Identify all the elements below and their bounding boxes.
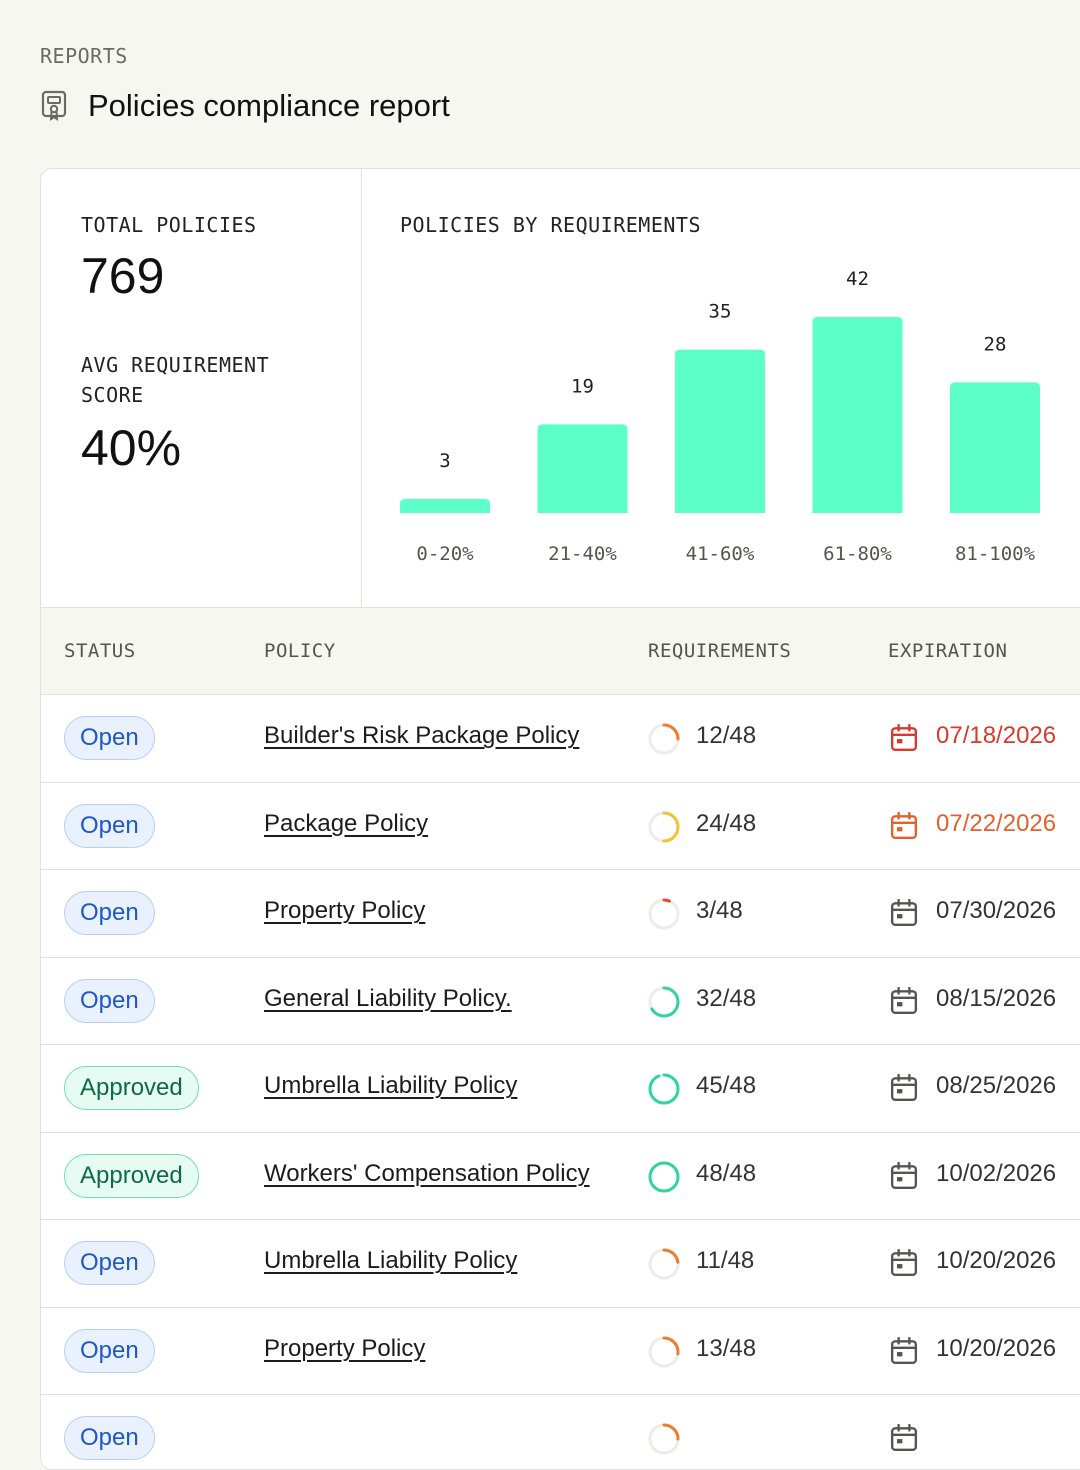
requirements-progress-icon [648,811,680,842]
avg-score-label: AVG REQUIREMENT SCORE [81,353,270,407]
chart-data-label-4: 42 [846,268,869,290]
requirements-progress-icon [648,1073,680,1105]
policy-link[interactable]: Workers' Compensation Policy [264,1159,590,1187]
policy-link[interactable]: Umbrella Liability Policy [264,1072,518,1100]
total-policies-value: 769 [81,248,165,304]
chart-data-label-2: 19 [571,375,594,397]
policies-table: STATUS POLICY REQUIREMENTS EXPIRATION Op… [41,607,1080,1469]
requirements-chart: POLICIES BY REQUIREMENTS 3 0-20% 19 21-40% 3… [362,169,1080,607]
expiration-date: 08/15/2026 [936,984,1057,1012]
requirements-count: 24/48 [696,809,757,837]
status-badge: Open [64,891,155,935]
chart-tick-label-5: 81-100% [955,543,1036,565]
table-row[interactable]: Open [41,1395,1080,1469]
status-badge: Open [64,978,155,1023]
policy-link[interactable]: General Liability Policy. [264,984,512,1012]
expiration-date: 07/22/2026 [936,809,1057,837]
table-row[interactable]: Open Property Policy 13/48 10/20/2026 [41,1307,1080,1395]
total-policies-label: TOTAL POLICIES [81,213,257,237]
stats-panel: TOTAL POLICIES 769 AVG REQUIREMENT SCORE… [41,169,362,607]
policy-link[interactable]: Umbrella Liability Policy [264,1247,518,1275]
requirements-count: 13/48 [696,1334,757,1362]
breadcrumb[interactable]: REPORTS [40,44,128,68]
expiration-date: 10/20/2026 [936,1247,1057,1274]
table-row[interactable]: Open Property Policy 3/48 07/30/2026 [41,870,1080,958]
requirements-progress-icon [648,1248,680,1280]
certificate-icon [40,90,70,122]
chart-bar-5[interactable] [950,382,1040,513]
expiration-date: 10/20/2026 [936,1334,1057,1362]
chart-data-label-1: 3 [439,450,450,472]
column-header-expiration[interactable]: EXPIRATION [888,640,1008,662]
expiration-date: 10/02/2026 [936,1159,1057,1187]
requirements-progress-icon [648,1161,680,1192]
column-header-policy[interactable]: POLICY [264,640,336,662]
requirements-progress-icon [648,1423,680,1455]
chart-bar-1[interactable] [400,499,490,513]
requirements-count: 12/48 [696,722,757,749]
page-title: Policies compliance report [88,88,450,123]
status-badge: Approved [64,1153,199,1198]
chart-bar-2[interactable] [537,424,628,513]
requirements-count: 11/48 [696,1247,755,1274]
requirements-progress-icon [648,986,680,1017]
expiration-date: 07/30/2026 [936,897,1057,924]
avg-score-value: 40% [81,420,182,476]
status-badge: Approved [64,1066,199,1110]
chart-data-label-3: 35 [709,301,732,323]
policy-link[interactable]: Package Policy [264,809,429,837]
status-badge: Open [64,1416,155,1460]
chart-title: POLICIES BY REQUIREMENTS [400,213,701,237]
column-header-status[interactable]: STATUS [64,640,136,662]
requirements-count: 3/48 [696,897,743,924]
chart-data-label-5: 28 [984,333,1007,355]
table-row[interactable]: Open Builder's Risk Package Policy 12/48 0… [41,695,1080,783]
chart-tick-label-2: 21-40% [548,543,617,565]
expiration-date: 07/18/2026 [936,722,1057,749]
requirements-progress-icon [648,898,680,930]
table-row[interactable]: Approved Workers' Compensation Policy 48/4… [41,1132,1080,1220]
expiration-date: 08/25/2026 [936,1072,1057,1099]
chart-bar-4[interactable] [812,317,903,513]
requirements-progress-icon [648,723,680,755]
page-header: Policies compliance report [40,88,450,124]
requirements-count: 48/48 [696,1159,757,1187]
table-row[interactable]: Open Package Policy 24/48 07/22/2026 [41,782,1080,870]
requirements-count: 45/48 [696,1072,757,1099]
chart-tick-label-3: 41-60% [686,543,755,565]
status-badge: Open [64,1328,155,1373]
chart-tick-label-1: 0-20% [416,543,474,565]
table-row[interactable]: Open General Liability Policy. 32/48 08/15… [41,957,1080,1045]
requirements-count: 32/48 [696,984,757,1012]
column-header-requirements[interactable]: REQUIREMENTS [648,640,792,662]
chart-tick-label-4: 61-80% [823,543,892,565]
policy-link[interactable]: Property Policy [264,1334,426,1362]
status-badge: Open [64,1241,155,1285]
status-badge: Open [64,803,155,848]
table-row[interactable]: Approved Umbrella Liability Policy 45/48 0… [41,1045,1080,1133]
status-badge: Open [64,716,155,760]
table-header: STATUS POLICY REQUIREMENTS EXPIRATION [41,608,1080,695]
policy-link[interactable]: Property Policy [264,897,426,925]
requirements-progress-icon [648,1336,680,1367]
chart-svg: 3 0-20% 19 21-40% 35 41-60% 42 61-80% 28 81-100% [400,268,1040,565]
chart-bar-3[interactable] [675,349,765,513]
table-body: Open Builder's Risk Package Policy 12/48 0… [41,695,1080,1469]
policy-link[interactable]: Builder's Risk Package Policy [264,722,580,750]
table-row[interactable]: Open Umbrella Liability Policy 11/48 10/20… [41,1220,1080,1308]
report-card: TOTAL POLICIES 769 AVG REQUIREMENT SCORE… [40,168,1080,1470]
